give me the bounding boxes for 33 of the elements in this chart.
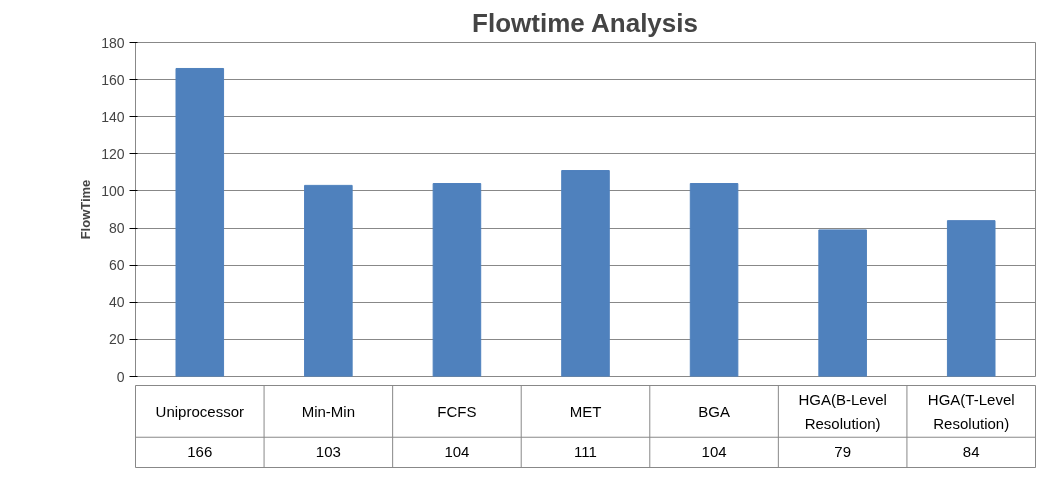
bar — [561, 170, 610, 377]
bar — [946, 220, 996, 377]
x-tick-label: MET — [569, 403, 602, 421]
y-tick-label: 160 — [101, 71, 125, 88]
bar — [689, 183, 739, 377]
data-label: 166 — [187, 443, 213, 461]
y-tick-label: 140 — [101, 108, 125, 125]
data-label: 111 — [574, 443, 597, 461]
bar — [818, 229, 867, 377]
bar — [304, 184, 353, 377]
x-tick-label: HGA(B-Level Resolution) — [798, 391, 887, 433]
x-tick-label: Min-Min — [301, 403, 356, 421]
y-tick-label: 0 — [116, 368, 125, 385]
y-tick-label: 20 — [108, 331, 125, 348]
x-tick-label: HGA(T-Level Resolution) — [927, 391, 1015, 433]
bar — [432, 183, 482, 377]
y-tick-label: 40 — [108, 294, 125, 311]
y-tick-label: 80 — [108, 220, 125, 237]
chart-title: Flowtime Analysis — [472, 7, 698, 38]
x-tick-label: FCFS — [437, 403, 477, 421]
x-tick-label: Uniprocessor — [155, 403, 244, 421]
y-tick-label: 60 — [108, 257, 125, 274]
y-tick-label: 100 — [101, 182, 125, 199]
y-tick-label: 180 — [101, 34, 125, 51]
bar — [175, 67, 225, 377]
data-label: 104 — [444, 443, 470, 461]
y-axis-title: FlowTime — [78, 179, 94, 240]
data-label: 84 — [962, 443, 980, 461]
y-tick-label: 120 — [101, 145, 125, 162]
data-label: 103 — [315, 443, 341, 461]
x-tick-label: BGA — [698, 403, 730, 421]
data-label: 79 — [834, 443, 851, 461]
data-label: 104 — [701, 443, 727, 461]
